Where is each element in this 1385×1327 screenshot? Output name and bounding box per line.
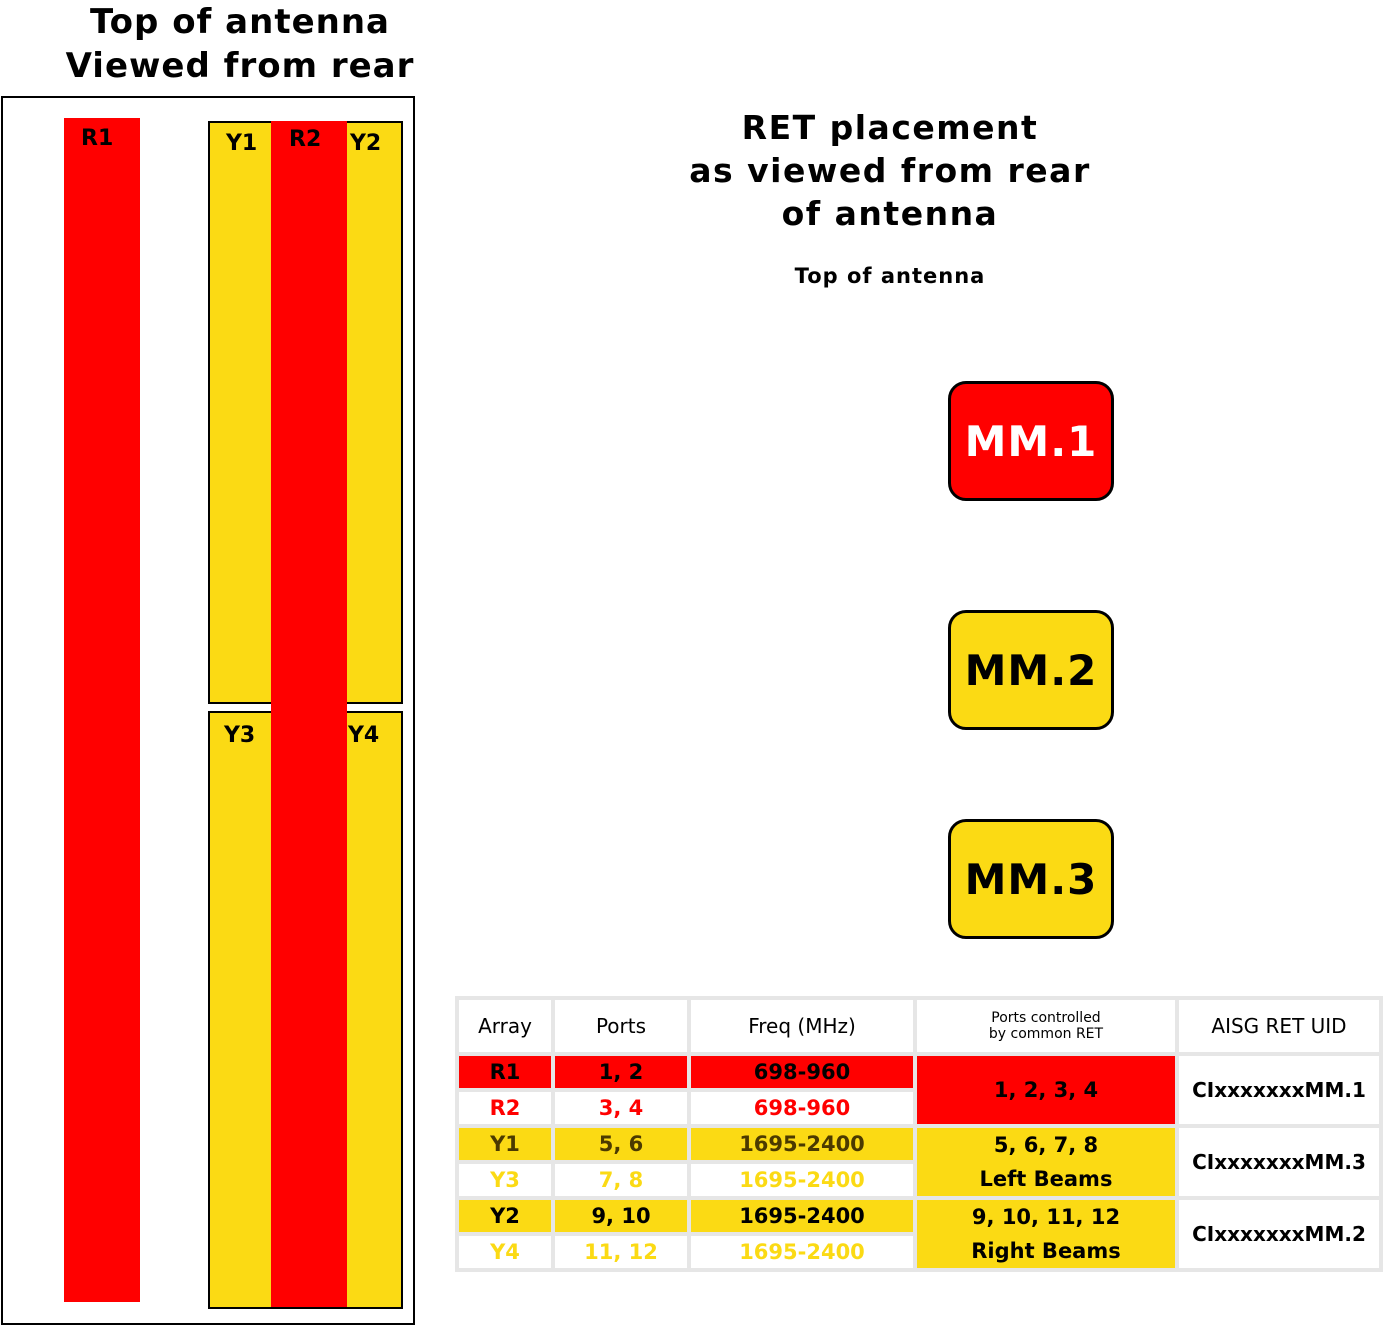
array-y1-label: Y1 — [226, 131, 258, 156]
table-row: Y2 9, 10 1695-2400 9, 10, 11, 12 Right B… — [459, 1200, 1379, 1268]
right-title-line-3: of antenna — [781, 194, 999, 233]
right-title-line-1: RET placement — [741, 108, 1039, 147]
cell-array: Y4 — [459, 1236, 551, 1268]
cell-freq: 1695-2400 — [691, 1164, 913, 1196]
cell-ports-controlled: 1, 2, 3, 4 — [917, 1056, 1175, 1124]
ret-mm3: MM.3 — [948, 819, 1114, 939]
cell-ports: 11, 12 — [555, 1236, 687, 1268]
table-row: Y1 5, 6 1695-2400 5, 6, 7, 8 Left Beams … — [459, 1128, 1379, 1196]
cell-ports-controlled-ports: 9, 10, 11, 12 — [971, 1205, 1121, 1229]
table-row: R2 3, 4 698-960 — [459, 1092, 1379, 1124]
cell-array: R1 — [459, 1056, 551, 1088]
cell-array: Y2 — [459, 1200, 551, 1232]
table-row: Y3 7, 8 1695-2400 — [459, 1164, 1379, 1196]
array-r1: R1 — [64, 118, 140, 1302]
cell-freq: 1695-2400 — [691, 1200, 913, 1232]
header-uid: AISG RET UID — [1179, 1000, 1379, 1052]
header-array: Array — [459, 1000, 551, 1052]
table-row: Y4 11, 12 1695-2400 — [459, 1236, 1379, 1268]
header-ports-controlled: Ports controlled by common RET — [917, 1000, 1175, 1052]
cell-freq: 1695-2400 — [691, 1128, 913, 1160]
cell-ports: 9, 10 — [555, 1200, 687, 1232]
cell-ports: 1, 2 — [555, 1056, 687, 1088]
header-ports-controlled-line-2: by common RET — [988, 1026, 1104, 1042]
cell-array: Y1 — [459, 1128, 551, 1160]
cell-ports-controlled-beams: Left Beams — [979, 1167, 1113, 1191]
left-title-line-1: Top of antenna — [89, 2, 390, 42]
left-title-line-2: Viewed from rear — [65, 46, 415, 86]
left-title: Top of antenna Viewed from rear — [0, 0, 480, 88]
array-y3-label: Y3 — [224, 723, 256, 748]
right-title-line-2: as viewed from rear — [689, 151, 1091, 190]
cell-ports: 7, 8 — [555, 1164, 687, 1196]
cell-ports: 3, 4 — [555, 1092, 687, 1124]
cell-ports: 5, 6 — [555, 1128, 687, 1160]
header-freq: Freq (MHz) — [691, 1000, 913, 1052]
cell-freq: 698-960 — [691, 1056, 913, 1088]
ret-mm1: MM.1 — [948, 381, 1114, 501]
cell-ports-controlled-beams: Right Beams — [971, 1239, 1121, 1263]
header-ports: Ports — [555, 1000, 687, 1052]
cell-array: Y3 — [459, 1164, 551, 1196]
table-header-row: Array Ports Freq (MHz) Ports controlled … — [459, 1000, 1379, 1052]
array-r2: R2 — [271, 121, 347, 1307]
right-subtitle: Top of antenna — [794, 264, 986, 288]
cell-freq: 1695-2400 — [691, 1236, 913, 1268]
cell-uid: CIxxxxxxxMM.3 — [1179, 1128, 1379, 1196]
cell-ports-controlled: 5, 6, 7, 8 Left Beams — [917, 1128, 1175, 1196]
cell-array: R2 — [459, 1092, 551, 1124]
ret-mm2: MM.2 — [948, 610, 1114, 730]
cell-uid: CIxxxxxxxMM.2 — [1179, 1200, 1379, 1268]
right-title: RET placement as viewed from rear of ant… — [620, 106, 1160, 235]
ret-table: Array Ports Freq (MHz) Ports controlled … — [455, 996, 1383, 1272]
cell-ports-controlled: 9, 10, 11, 12 Right Beams — [917, 1200, 1175, 1268]
cell-uid: CIxxxxxxxMM.1 — [1179, 1056, 1379, 1124]
array-r1-label: R1 — [81, 126, 114, 151]
cell-ports-controlled-ports: 5, 6, 7, 8 — [993, 1133, 1099, 1157]
cell-freq: 698-960 — [691, 1092, 913, 1124]
header-ports-controlled-line-1: Ports controlled — [991, 1010, 1101, 1026]
array-r2-label: R2 — [289, 127, 322, 152]
array-y4-label: Y4 — [348, 723, 380, 748]
array-y2-label: Y2 — [350, 131, 382, 156]
antenna-frame: R1 Y1 Y2 Y3 Y4 R2 — [1, 96, 415, 1325]
table-row: R1 1, 2 698-960 1, 2, 3, 4 CIxxxxxxxMM.1 — [459, 1056, 1379, 1124]
